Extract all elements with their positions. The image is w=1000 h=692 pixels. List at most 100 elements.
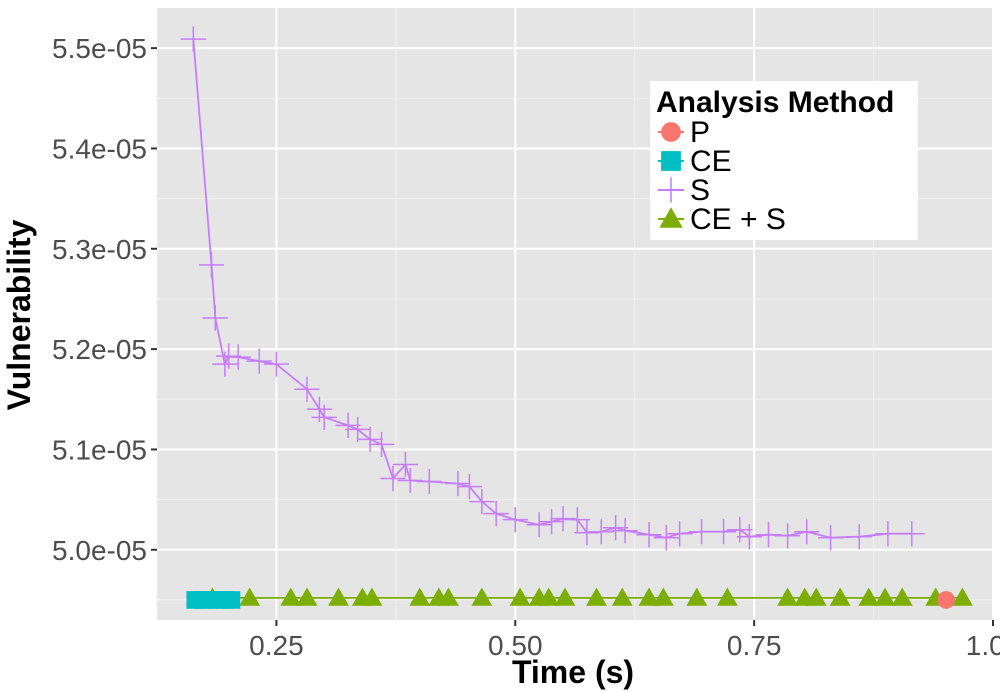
data-point xyxy=(216,343,242,369)
data-point xyxy=(335,412,361,438)
data-point xyxy=(180,26,206,52)
data-point xyxy=(727,517,753,543)
data-point xyxy=(858,587,880,606)
data-point xyxy=(263,351,290,377)
data-point xyxy=(875,521,901,547)
data-point xyxy=(755,522,782,548)
data-point xyxy=(397,467,423,494)
data-point xyxy=(239,587,261,606)
legend-key-marker xyxy=(661,151,681,171)
legend-item: CE + S xyxy=(658,203,786,236)
data-point xyxy=(611,587,633,606)
data-point xyxy=(328,587,349,606)
y-tick-label: 5.2e-05 xyxy=(52,334,147,365)
data-point xyxy=(246,348,272,374)
data-point xyxy=(686,587,708,606)
data-point xyxy=(509,587,531,606)
data-point xyxy=(710,519,737,545)
data-point xyxy=(736,524,762,550)
data-point xyxy=(526,512,552,538)
data-point xyxy=(280,587,302,606)
x-tick-label: 1.00 xyxy=(966,630,1000,661)
data-point xyxy=(952,587,973,606)
data-point xyxy=(588,519,614,545)
data-point xyxy=(829,587,851,606)
data-point xyxy=(456,473,483,500)
series-ce xyxy=(186,591,241,609)
y-tick-label: 5.3e-05 xyxy=(52,234,147,265)
legend-item: CE xyxy=(658,145,732,178)
data-point xyxy=(817,525,844,551)
legend-item: P xyxy=(658,116,710,149)
y-tick-label: 5.5e-05 xyxy=(52,33,147,64)
data-point xyxy=(538,509,565,535)
data-point xyxy=(445,470,471,497)
x-axis: 0.25 0.50 0.75 1.00 xyxy=(249,620,1000,661)
data-point xyxy=(716,587,738,606)
data-point xyxy=(345,416,371,442)
data-point xyxy=(368,431,395,458)
data-point xyxy=(874,587,896,606)
data-point xyxy=(416,468,442,495)
data-point xyxy=(586,587,607,606)
data-point xyxy=(612,518,638,544)
legend-key-marker xyxy=(661,122,681,142)
y-tick-label: 5.0e-05 xyxy=(52,535,147,566)
data-point xyxy=(202,305,228,331)
data-point xyxy=(294,376,320,402)
legend-label: S xyxy=(690,174,710,207)
y-axis: 5.0e-05 5.1e-05 5.2e-05 5.3e-05 5.4e-05 5.5e-… xyxy=(52,33,157,566)
data-point xyxy=(638,587,660,606)
data-point xyxy=(603,515,629,541)
x-axis-title: Time (s) xyxy=(512,654,634,690)
data-point xyxy=(564,507,590,533)
data-point xyxy=(222,591,241,609)
data-point xyxy=(688,519,715,545)
data-point xyxy=(574,520,600,546)
data-point xyxy=(636,522,662,548)
legend-label: CE xyxy=(690,145,732,178)
data-point xyxy=(296,587,318,606)
legend-key-marker xyxy=(658,177,684,203)
x-tick-label: 0.25 xyxy=(249,630,304,661)
data-point xyxy=(937,591,955,609)
data-point xyxy=(653,525,679,551)
data-point xyxy=(483,501,509,527)
data-point xyxy=(225,344,251,370)
data-point xyxy=(538,587,560,606)
data-point xyxy=(438,587,459,606)
series-line xyxy=(192,39,912,539)
data-point xyxy=(198,252,225,278)
data-point xyxy=(380,465,406,492)
legend-key-marker xyxy=(659,207,683,228)
data-point xyxy=(311,404,337,430)
x-tick-label: 0.75 xyxy=(727,630,782,661)
data-point xyxy=(774,523,801,549)
data-point xyxy=(846,524,872,550)
legend-label: CE + S xyxy=(690,203,786,236)
legend-title: Analysis Method xyxy=(656,86,894,119)
data-point xyxy=(357,426,383,453)
x-tick-label: 0.50 xyxy=(488,630,543,661)
data-point xyxy=(794,519,820,545)
data-point xyxy=(471,587,493,606)
legend-background xyxy=(650,81,918,240)
data-point xyxy=(652,587,674,606)
data-point xyxy=(805,587,827,606)
data-point xyxy=(502,507,528,533)
data-point xyxy=(667,521,693,547)
data-point xyxy=(899,521,925,547)
data-point xyxy=(409,587,431,606)
series-p xyxy=(937,591,955,609)
series-layer xyxy=(180,26,973,609)
y-tick-label: 5.4e-05 xyxy=(52,133,147,164)
series-s xyxy=(180,26,925,551)
legend-label: P xyxy=(690,116,710,149)
data-point xyxy=(554,587,576,606)
data-point xyxy=(469,489,495,515)
data-point xyxy=(777,587,798,606)
data-point xyxy=(891,587,913,606)
